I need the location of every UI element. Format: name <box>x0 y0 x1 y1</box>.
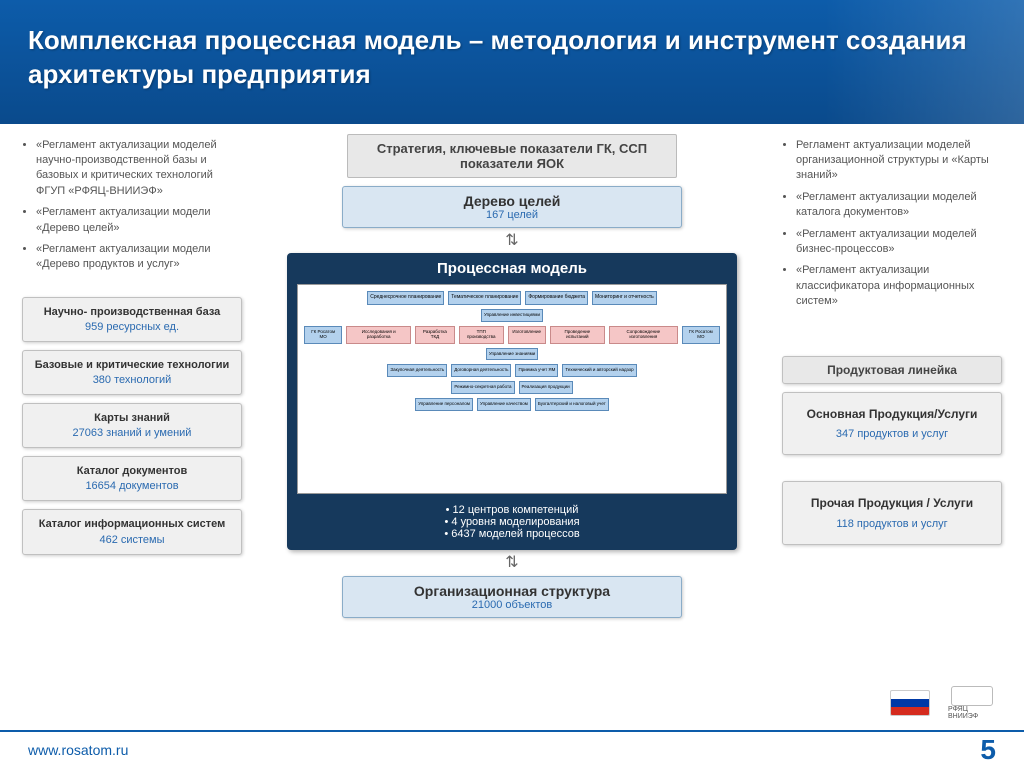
logos: РФЯЦ ВНИИЭФ <box>886 686 996 720</box>
diagram-node: Управление знаниями <box>486 348 538 361</box>
diagram-node: Реализация продукции <box>519 381 573 394</box>
process-model-title: Процессная модель <box>287 253 737 284</box>
slide-header: Комплексная процессная модель – методоло… <box>0 0 1024 124</box>
content-grid: «Регламент актуализации моделей научно-п… <box>0 124 1024 628</box>
card-title: Каталог документов <box>29 465 235 478</box>
diagram-node: Управление качеством <box>477 398 531 411</box>
tree-box: Дерево целей 167 целей <box>342 186 682 228</box>
diagram-node: Закупочная деятельность <box>387 364 447 377</box>
bullet-item: Регламент актуализации моделей организац… <box>796 138 1002 184</box>
info-card: Каталог информационных систем 462 систем… <box>22 509 242 554</box>
bullet-item: «Регламент актуализации классификатора и… <box>796 263 1002 309</box>
process-model-box: Процессная модель Среднесрочное планиров… <box>287 253 737 550</box>
process-diagram: Среднесрочное планирование Тематическое … <box>297 284 727 494</box>
card-title: Карты знаний <box>29 412 235 425</box>
diagram-node: Тематическое планирование <box>448 291 521 305</box>
diagram-node: Бухгалтерский и налоговый учет <box>535 398 609 411</box>
arrow-down-icon: ⇅ <box>505 236 518 246</box>
card-value: 959 ресурсных ед. <box>29 321 235 333</box>
bullet-item: «Регламент актуализации моделей научно-п… <box>36 138 242 200</box>
diagram-node: Технический и авторский надзор <box>562 364 636 377</box>
org-value: 21000 объектов <box>383 599 641 611</box>
stat-item: • 6437 моделей процессов <box>295 528 729 540</box>
bullet-item: «Регламент актуализации моделей бизнес-п… <box>796 227 1002 258</box>
card-value: 380 технологий <box>29 374 235 386</box>
org-title: Организационная структура <box>383 583 641 599</box>
right-bullets: Регламент актуализации моделей организац… <box>782 134 1002 326</box>
card-title: Базовые и критические технологии <box>29 359 235 372</box>
diagram-node: Управление персоналом <box>415 398 473 411</box>
info-card: Карты знаний 27063 знаний и умений <box>22 403 242 448</box>
product-value: 118 продуктов и услуг <box>791 518 993 530</box>
vniief-logo: РФЯЦ ВНИИЭФ <box>948 686 996 720</box>
diagram-node: Режимно-секретная работа <box>451 381 514 394</box>
diagram-node: ГК Росатом МО <box>682 326 720 344</box>
stat-item: • 4 уровня моделирования <box>295 516 729 528</box>
page-number: 5 <box>980 734 996 766</box>
diagram-node: Мониторинг и отчетность <box>592 291 657 305</box>
diagram-node: Проведение испытаний <box>550 326 605 344</box>
card-value: 462 системы <box>29 534 235 546</box>
product-title: Основная Продукция/Услуги <box>791 407 993 423</box>
info-card: Научно- производственная база 959 ресурс… <box>22 297 242 342</box>
bullet-item: «Регламент актуализации модели «Дерево ц… <box>36 205 242 236</box>
diagram-node: Изготовление <box>508 326 546 344</box>
diagram-node: Управление инвестициями <box>481 309 543 322</box>
product-card: Прочая Продукция / Услуги 118 продуктов … <box>782 481 1002 545</box>
footer-url: www.rosatom.ru <box>28 742 128 758</box>
card-title: Каталог информационных систем <box>29 518 235 531</box>
slide-title: Комплексная процессная модель – методоло… <box>28 24 996 92</box>
bullet-item: «Регламент актуализации модели «Дерево п… <box>36 242 242 273</box>
process-stats: • 12 центров компетенций • 4 уровня моде… <box>287 494 737 550</box>
arrow-down-icon: ⇅ <box>505 558 518 568</box>
product-card: Основная Продукция/Услуги 347 продуктов … <box>782 392 1002 456</box>
right-column: Регламент актуализации моделей организац… <box>782 134 1002 618</box>
diagram-node: ГК Росатом МО <box>304 326 342 344</box>
diagram-node: Исследования и разработка <box>346 326 411 344</box>
card-value: 16654 документов <box>29 480 235 492</box>
card-title: Научно- производственная база <box>29 306 235 319</box>
bullet-item: «Регламент актуализации моделей каталога… <box>796 190 1002 221</box>
product-line-header: Продуктовая линейка <box>782 356 1002 384</box>
stat-item: • 12 центров компетенций <box>295 504 729 516</box>
org-structure-box: Организационная структура 21000 объектов <box>342 576 682 618</box>
diagram-node: Формирование бюджета <box>525 291 588 305</box>
diagram-node: Сопровождение изготовления <box>609 326 678 344</box>
left-bullets: «Регламент актуализации моделей научно-п… <box>22 134 242 289</box>
diagram-node: ТПП производства <box>459 326 504 344</box>
strategy-banner: Стратегия, ключевые показатели ГК, ССП п… <box>347 134 677 178</box>
diagram-node: Разработка ТКД <box>415 326 455 344</box>
card-value: 27063 знаний и умений <box>29 427 235 439</box>
center-column: Стратегия, ключевые показатели ГК, ССП п… <box>254 134 770 618</box>
footer: www.rosatom.ru 5 <box>0 730 1024 768</box>
diagram-node: Договорная деятельность <box>451 364 511 377</box>
left-column: «Регламент актуализации моделей научно-п… <box>22 134 242 618</box>
tree-title: Дерево целей <box>383 193 641 209</box>
product-title: Прочая Продукция / Услуги <box>791 496 993 512</box>
product-value: 347 продуктов и услуг <box>791 428 993 440</box>
tree-value: 167 целей <box>383 209 641 221</box>
diagram-node: Среднесрочное планирование <box>367 291 444 305</box>
flag-icon <box>886 686 934 720</box>
info-card: Базовые и критические технологии 380 тех… <box>22 350 242 395</box>
info-card: Каталог документов 16654 документов <box>22 456 242 501</box>
diagram-node: Приемка учет ЯМ <box>515 364 558 377</box>
